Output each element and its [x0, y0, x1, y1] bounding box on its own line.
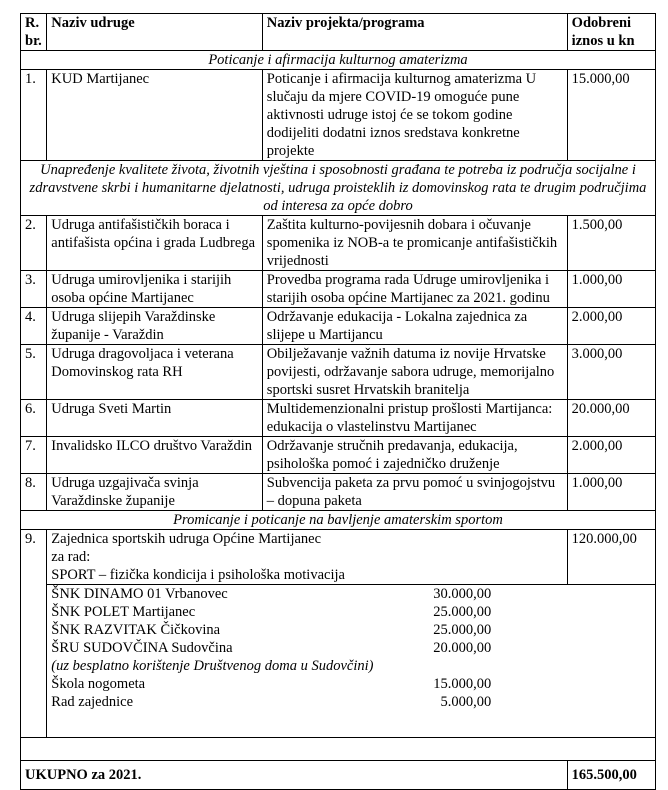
table-row: 5. Udruga dragovoljaca i veterana Domovin… — [19, 344, 657, 400]
row-org: Udruga uzgajivača svinja Varaždinske žup… — [46, 473, 263, 511]
empty-row — [20, 737, 656, 761]
row-org: Udruga dragovoljaca i veterana Domovinsk… — [46, 344, 263, 400]
row-project: Održavanje stručnih predavanja, edukacij… — [261, 436, 568, 474]
row-num: 6. — [19, 399, 48, 437]
section-title: Poticanje i afirmacija kulturnog amateri… — [20, 50, 656, 70]
sub-item: ŠNK DINAMO 01 Vrbanovec 30.000,00 — [51, 586, 492, 602]
org-line: SPORT – fizička kondicija i psihološka m… — [51, 567, 345, 583]
row-amount: 1.000,00 — [566, 270, 657, 308]
header-project: Naziv projekta/programa — [261, 13, 568, 51]
section-title: Promicanje i poticanje na bavljenje amat… — [20, 510, 656, 530]
table-row: 2. Udruga antifašističkih boraca i antifa… — [19, 215, 657, 271]
row-org: Udruga Sveti Martin — [46, 399, 263, 437]
section-row: Promicanje i poticanje na bavljenje amat… — [20, 510, 656, 530]
section-row: Poticanje i afirmacija kulturnog amateri… — [20, 50, 656, 70]
table-row: 1. KUD Martijanec Poticanje i afirmacija k… — [19, 69, 657, 161]
row-amount: 120.000,00 — [566, 529, 657, 585]
row-num: 7. — [19, 436, 48, 474]
row-project: Održavanje edukacija - Lokalna zajednica… — [261, 307, 568, 345]
row-org: Zajednica sportskih udruga Općine Martij… — [46, 529, 568, 585]
row-org: Invalidsko ILCO društvo Varaždin — [46, 436, 263, 474]
sub-item-note: (uz besplatno korištenje Društvenog doma… — [51, 658, 374, 674]
row-num: 4. — [19, 307, 48, 345]
row-project: Obilježavanje važnih datuma iz novije Hr… — [261, 344, 568, 400]
row-amount: 3.000,00 — [566, 344, 657, 400]
org-line: za rad: — [51, 549, 91, 565]
table-row: 3. Udruga umirovljenika i starijih osoba … — [19, 270, 657, 308]
row-num: 9. — [19, 529, 48, 738]
row-org: Udruga slijepih Varaždinske županije - V… — [46, 307, 263, 345]
org-line: Zajednica sportskih udruga Općine Martij… — [51, 531, 322, 547]
sub-items: ŠNK DINAMO 01 Vrbanovec 30.000,00 ŠNK POL… — [46, 584, 656, 738]
table-row: 9. Zajednica sportskih udruga Općine Mar… — [19, 529, 657, 738]
row-num: 2. — [19, 215, 48, 271]
table-row: 6. Udruga Sveti Martin Multidemenzionalni … — [19, 399, 657, 437]
row-amount: 20.000,00 — [566, 399, 657, 437]
sub-items-row: ŠNK DINAMO 01 Vrbanovec 30.000,00 ŠNK POL… — [21, 584, 656, 738]
total-label: UKUPNO za 2021. — [20, 760, 568, 790]
row-amount: 1.500,00 — [566, 215, 657, 271]
row-org: Udruga antifašističkih boraca i antifaši… — [46, 215, 263, 271]
grants-table: R. br. Naziv udruge Naziv projekta/progr… — [19, 13, 657, 790]
row-num: 3. — [19, 270, 48, 308]
row-num: 1. — [19, 69, 48, 161]
table-row: 4. Udruga slijepih Varaždinske županije -… — [19, 307, 657, 345]
total-row: UKUPNO za 2021. 165.500,00 — [20, 760, 657, 790]
row-org: KUD Martijanec — [46, 69, 263, 161]
sub-item: ŠRU SUDOVČINA Sudovčina 20.000,00 — [51, 640, 492, 656]
row-org: Udruga umirovljenika i starijih osoba op… — [46, 270, 263, 308]
sub-item: ŠNK RAZVITAK Čičkovina 25.000,00 — [51, 622, 492, 638]
row-num: 5. — [19, 344, 48, 400]
section-row: Unapređenje kvalitete života, životnih v… — [20, 160, 656, 216]
section-title: Unapređenje kvalitete života, životnih v… — [20, 160, 656, 216]
row-project: Subvencija paketa za prvu pomoć u svinjo… — [261, 473, 568, 511]
table-row: 8. Udruga uzgajivača svinja Varaždinske ž… — [19, 473, 657, 511]
row-project: Multidemenzionalni pristup prošlosti Mar… — [261, 399, 568, 437]
header-amount: Odobreni iznos u kn — [566, 13, 657, 51]
header-num: R. br. — [19, 13, 48, 51]
row-num: 8. — [19, 473, 48, 511]
header-row: R. br. Naziv udruge Naziv projekta/progr… — [19, 13, 657, 51]
row-amount: 2.000,00 — [566, 307, 657, 345]
row-amount: 15.000,00 — [566, 69, 657, 161]
sub-item: ŠNK POLET Martijanec 25.000,00 — [51, 604, 492, 620]
row-amount: 1.000,00 — [566, 473, 657, 511]
total-amount: 165.500,00 — [566, 760, 657, 790]
table-row: 7. Invalidsko ILCO društvo Varaždin Održav… — [19, 436, 657, 474]
row-project: Zaštita kulturno-povijesnih dobara i oču… — [261, 215, 568, 271]
row-project: Provedba programa rada Udruge umirovljen… — [261, 270, 568, 308]
header-org: Naziv udruge — [46, 13, 263, 51]
row-project: Poticanje i afirmacija kulturnog amateri… — [261, 69, 568, 161]
sub-item: Škola nogometa 15.000,00 — [51, 676, 492, 692]
sub-item: Rad zajednice 5.000,00 — [51, 694, 492, 710]
row-amount: 2.000,00 — [566, 436, 657, 474]
